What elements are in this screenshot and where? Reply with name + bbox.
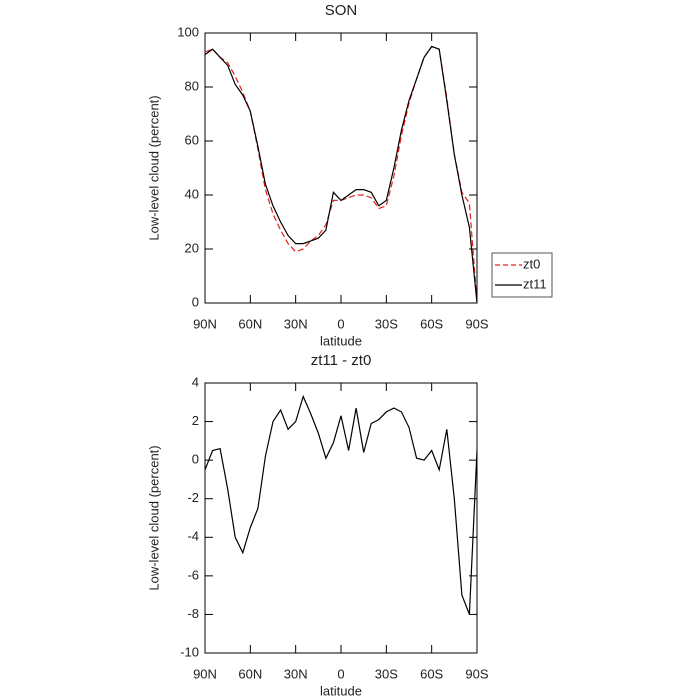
x-tick-label: 0 — [337, 316, 344, 331]
y-tick-label: 60 — [185, 132, 199, 147]
x-tick-label: 30S — [375, 666, 398, 681]
data-line — [204, 45, 478, 304]
plot-frame — [204, 382, 478, 654]
x-tick-label: 60N — [238, 316, 262, 331]
x-tick-label: 30N — [284, 316, 308, 331]
x-tick-label: 60S — [420, 666, 443, 681]
y-tick-label: 0 — [192, 452, 199, 467]
data-line — [204, 394, 478, 615]
x-axis-label: latitude — [320, 683, 362, 698]
x-axis-label: latitude — [320, 333, 362, 348]
y-tick-label: -10 — [180, 644, 199, 659]
y-tick-label: 20 — [185, 240, 199, 255]
chart-title: zt11 - zt0 — [311, 352, 372, 369]
data-line — [204, 45, 478, 304]
y-axis-label: Low-level cloud (percent) — [146, 445, 161, 590]
y-tick-label: -8 — [187, 606, 199, 621]
chart-title: SON — [325, 2, 358, 19]
x-tick-label: 0 — [337, 666, 344, 681]
legend-box — [491, 252, 553, 298]
y-tick-label: -6 — [187, 567, 199, 582]
legend-label: zt0 — [523, 256, 540, 271]
y-tick-label: -2 — [187, 490, 199, 505]
y-axis-label: Low-level cloud (percent) — [146, 95, 161, 240]
x-tick-label: 30S — [375, 316, 398, 331]
x-tick-label: 90S — [465, 666, 488, 681]
y-tick-label: 100 — [177, 24, 199, 39]
y-tick-label: -4 — [187, 529, 199, 544]
y-tick-label: 4 — [192, 374, 199, 389]
x-tick-label: 90S — [465, 316, 488, 331]
y-tick-label: 0 — [192, 294, 199, 309]
plot-frame — [204, 32, 478, 304]
x-tick-label: 60N — [238, 666, 262, 681]
x-tick-label: 60S — [420, 316, 443, 331]
y-tick-label: 2 — [192, 413, 199, 428]
y-tick-label: 40 — [185, 186, 199, 201]
legend-label: zt11 — [523, 276, 547, 291]
x-tick-label: 30N — [284, 666, 308, 681]
x-tick-label: 90N — [193, 666, 217, 681]
x-tick-label: 90N — [193, 316, 217, 331]
y-tick-label: 80 — [185, 78, 199, 93]
